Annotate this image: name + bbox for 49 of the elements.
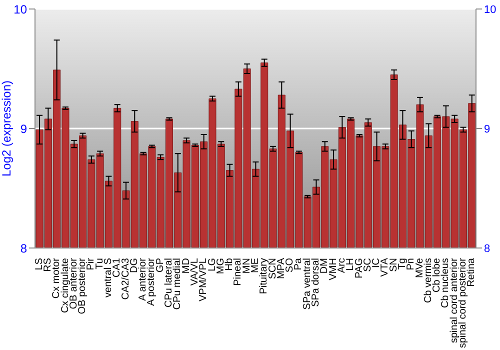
x-tick-label: MPA	[276, 258, 287, 279]
x-tick-label: CPu medial	[172, 258, 184, 310]
x-tick-label: Cx cingulate	[60, 258, 71, 314]
y-axis-title: Log2 (expression)	[0, 80, 14, 177]
x-tick-label: Pineal	[232, 258, 244, 286]
x-tick-label: MVe	[414, 258, 426, 278]
x-tick-label: DM	[319, 258, 330, 274]
x-tick-label: VPM/VPL	[198, 258, 210, 302]
x-tick-label: RS	[42, 258, 54, 272]
x-tick-label: SC	[362, 258, 374, 272]
x-tick-label: Tg	[397, 258, 408, 270]
x-tick-label: OB anterior	[68, 257, 80, 310]
x-tick-label: MG	[215, 258, 226, 274]
x-tick-label: SPa ventral	[302, 258, 313, 310]
y-tick-label: 8	[20, 241, 28, 256]
x-tick-label: Retina	[466, 258, 478, 287]
x-tick-label: Tu	[94, 258, 106, 270]
x-tick-label: CA2/CA3	[120, 258, 132, 300]
x-tick-label: LS	[34, 258, 45, 270]
x-tick-label: Pituitary	[258, 258, 270, 294]
x-tick-label: Cb vermis	[422, 258, 434, 304]
x-tick-label: PAG	[354, 258, 365, 278]
x-tick-label: SN	[388, 258, 400, 272]
x-tick-label: Pn	[406, 258, 417, 270]
y2-tick-label: 10	[484, 4, 496, 16]
x-tick-label: CA1	[112, 258, 123, 278]
y2-tick-label: 8	[484, 242, 490, 255]
x-tick-label: spinal cord posterior	[458, 257, 469, 348]
x-tick-label: spinal cord anterior	[448, 257, 460, 344]
x-tick-label: LG	[206, 258, 218, 272]
x-tick-label: MN	[241, 258, 252, 274]
x-tick-label: ventral S	[103, 258, 114, 298]
x-tick-label: VTA	[380, 258, 391, 277]
x-tick-label: DG	[128, 258, 140, 273]
y2-tick-label: 9	[484, 123, 490, 136]
y-tick-label: 10	[14, 2, 28, 16]
x-tick-label: Pa	[293, 258, 304, 270]
x-tick-label: VA/VL	[189, 258, 200, 286]
x-tick-label: Arc	[336, 258, 348, 273]
x-tick-label: Pir	[86, 257, 97, 270]
x-tick-label: Cb nucleus	[440, 258, 452, 308]
x-tick-label: ME	[250, 258, 261, 273]
x-tick-label: A posterior	[146, 257, 158, 306]
y-tick-label: 9	[20, 122, 28, 136]
x-tick-label: OB posterior	[77, 257, 88, 314]
x-tick-label: LH	[345, 258, 356, 271]
x-tick-label: SCN	[267, 258, 278, 280]
x-tick-label: VMH	[328, 258, 339, 280]
x-tick-label: GP	[154, 258, 166, 272]
